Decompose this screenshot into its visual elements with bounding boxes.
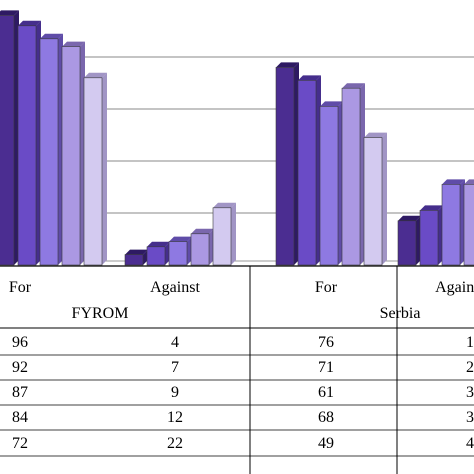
table-cell: 72 [12,435,28,452]
bar [124,254,144,266]
table-cell: 2 [466,359,474,376]
table-cell: 84 [12,409,28,426]
bar-top [364,132,387,138]
table-cell: 3 [466,409,474,426]
bar [463,184,474,266]
category-label: For [315,279,338,296]
bar-top [0,10,19,16]
bar [146,246,166,266]
bar-side [102,72,107,265]
bar [83,77,103,266]
table-cell: 92 [12,359,28,376]
table-cell: 96 [12,334,28,351]
bar [190,233,210,266]
table-cell: 12 [167,409,183,426]
bar [419,210,439,266]
category-label: Against [435,279,474,296]
country-label: FYROM [72,305,129,322]
bar-top [464,179,474,185]
table-cell: 7 [171,359,179,376]
table-cell: 1 [466,334,474,351]
bar-top [420,205,443,211]
bar-top [84,72,107,78]
bar [61,46,81,266]
bar-side [382,132,387,265]
table-cell: 61 [318,384,334,401]
bar [319,106,339,266]
bar-top [320,101,343,107]
table-cell: 71 [318,359,334,376]
bar [39,38,59,266]
bar-side [231,202,236,265]
bar-top [298,75,321,81]
bar [17,25,37,266]
country-label: Serbia [380,305,421,322]
table-cell: 49 [318,435,334,452]
bar-top [62,41,85,47]
table-cell: 22 [167,435,183,452]
bar [275,67,295,266]
table-cell: 9 [171,384,179,401]
category-label: Against [150,279,200,296]
bar [441,184,461,266]
bar [297,80,317,266]
bar-top [213,202,236,208]
table-cell: 4 [466,435,474,452]
bar-top [147,241,170,247]
bar-top [169,236,192,242]
bar [341,87,361,266]
category-label: For [9,279,32,296]
table-cell: 4 [171,334,179,351]
bar [397,220,417,266]
bar-top [398,215,421,221]
bar-top [191,228,214,234]
table-cell: 87 [12,384,28,401]
table-cell: 3 [466,384,474,401]
table-cell: 68 [318,409,334,426]
bar [0,15,15,266]
bar [212,207,232,266]
bar-top [40,33,63,39]
bar [168,241,188,266]
bar-top [276,62,299,68]
bar [363,137,383,266]
bar-top [442,179,465,185]
bar-top [342,83,365,89]
bar-top [125,249,148,255]
table-cell: 76 [318,334,334,351]
bar-top [18,20,41,26]
